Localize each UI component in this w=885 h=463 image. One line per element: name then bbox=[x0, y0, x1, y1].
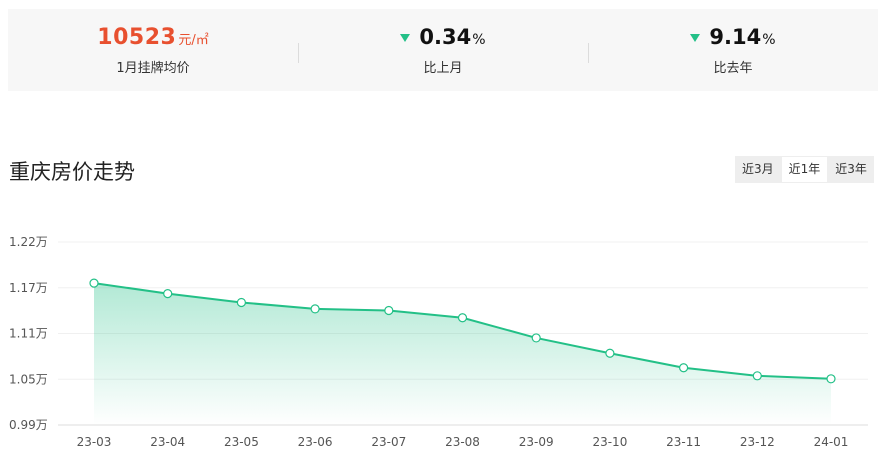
section-title: 重庆房价走势 bbox=[9, 160, 135, 184]
tab-3-months[interactable]: 近3月 bbox=[742, 162, 774, 176]
stat-year-change: 9.14 % 比去年 bbox=[588, 9, 878, 91]
x-tick-label: 23-12 bbox=[740, 435, 775, 449]
tab-1-year[interactable]: 近1年 bbox=[780, 156, 829, 183]
year-change-unit: % bbox=[762, 31, 776, 48]
y-tick-label: 1.17万 bbox=[9, 281, 48, 295]
data-point-23-08 bbox=[457, 313, 468, 323]
x-tick-label: 23-03 bbox=[77, 435, 112, 449]
stat-month-change: 0.34 % 比上月 bbox=[298, 9, 588, 91]
y-tick-label: 0.99万 bbox=[9, 418, 48, 432]
x-tick-label: 23-10 bbox=[592, 435, 627, 449]
avg-price-label: 1月挂牌均价 bbox=[116, 60, 190, 76]
range-tabs: 近3月 近1年 近3年 bbox=[735, 156, 874, 183]
down-arrow-icon bbox=[690, 33, 701, 42]
x-tick-label: 23-06 bbox=[298, 435, 333, 449]
down-arrow-icon bbox=[400, 33, 411, 42]
x-tick-label: 23-05 bbox=[224, 435, 259, 449]
data-point-23-04 bbox=[163, 288, 173, 299]
data-point-23-10 bbox=[605, 348, 615, 358]
avg-price-unit: 元/㎡ bbox=[178, 32, 209, 48]
data-point-23-12 bbox=[752, 371, 762, 381]
data-point-23-03 bbox=[89, 278, 99, 288]
tab-3-years[interactable]: 近3年 bbox=[835, 162, 867, 176]
month-change-unit: % bbox=[472, 31, 486, 48]
x-tick-label: 23-11 bbox=[666, 435, 701, 449]
avg-price-value: 10523 bbox=[97, 24, 177, 50]
price-trend-chart: 0.99万 1.05万 1.11万 1.17万 1.22万 23-03 23-04 23-05… bbox=[9, 235, 868, 449]
data-point-24-01 bbox=[826, 374, 836, 384]
x-tick-label: 23-08 bbox=[445, 435, 480, 449]
y-tick-label: 1.22万 bbox=[9, 235, 48, 249]
data-point-23-09 bbox=[531, 333, 541, 343]
price-area bbox=[94, 283, 831, 425]
x-tick-label: 24-01 bbox=[814, 435, 849, 449]
y-tick-label: 1.05万 bbox=[9, 372, 48, 386]
data-point-23-05 bbox=[236, 297, 246, 308]
stat-avg-price: 10523 元/㎡ 1月挂牌均价 bbox=[8, 9, 298, 91]
y-tick-label: 1.11万 bbox=[9, 327, 48, 341]
data-point-23-11 bbox=[678, 363, 689, 373]
year-change-value: 9.14 bbox=[709, 24, 762, 49]
data-point-23-06 bbox=[310, 304, 320, 314]
month-change-label: 比上月 bbox=[423, 60, 463, 76]
x-tick-label: 23-04 bbox=[150, 435, 185, 449]
x-tick-label: 23-09 bbox=[519, 435, 554, 449]
stats-bar: 10523 元/㎡ 1月挂牌均价 0.34 % 比上月 9.14 % 比去年 bbox=[8, 9, 878, 91]
x-tick-label: 23-07 bbox=[371, 435, 406, 449]
data-point-23-07 bbox=[384, 305, 394, 316]
month-change-value: 0.34 bbox=[419, 24, 472, 49]
year-change-label: 比去年 bbox=[713, 60, 753, 76]
